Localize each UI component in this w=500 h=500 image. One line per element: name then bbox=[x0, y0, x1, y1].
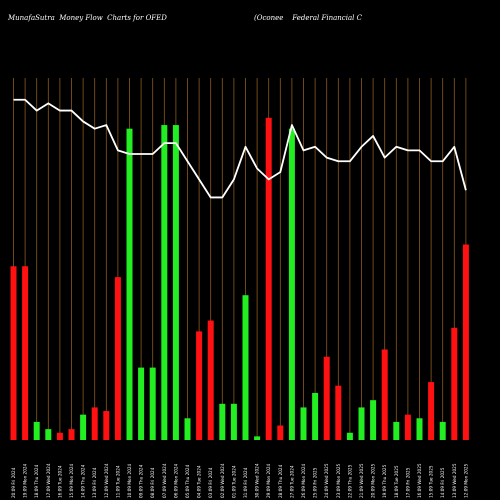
money-flow-bar bbox=[265, 117, 272, 440]
money-flow-bar bbox=[254, 436, 261, 440]
money-flow-bar bbox=[207, 320, 214, 440]
x-tick-label: 01:09 Tue 2024 bbox=[231, 465, 236, 498]
x-tick-label: 15:09 Mon 2024 bbox=[69, 463, 74, 498]
x-tick-label: 09:09 Thu 2024 bbox=[139, 464, 144, 498]
money-flow-bar bbox=[288, 128, 295, 440]
money-flow-bar bbox=[184, 418, 191, 440]
money-flow-bar bbox=[393, 421, 400, 440]
x-tick-label: 14:09 Fri 2025 bbox=[440, 467, 445, 498]
x-tick-label: 12:09 Mon 2025 bbox=[463, 463, 468, 498]
x-tick-label: 27:09 Tue 2024 bbox=[289, 465, 294, 498]
money-flow-bar bbox=[300, 407, 307, 440]
x-tick-label: 23:09 Mon 2025 bbox=[336, 463, 341, 498]
x-tick-label: 25:09 Fri 2025 bbox=[313, 467, 318, 498]
x-tick-label: 21:09 Wed 2025 bbox=[359, 463, 364, 498]
money-flow-bar bbox=[428, 382, 435, 440]
money-flow-bar bbox=[312, 392, 319, 440]
x-tick-label: 31:09 Fri 2024 bbox=[243, 467, 248, 498]
x-tick-label: 19:09 Mon 2024 bbox=[23, 463, 28, 498]
money-flow-bar bbox=[126, 128, 133, 440]
x-tick-label: 13:09 Wed 2025 bbox=[452, 463, 457, 498]
x-tick-label: 24:09 Wed 2025 bbox=[324, 463, 329, 498]
money-flow-bar bbox=[138, 367, 145, 440]
chart-subtitle: (Oconee Federal Financial C bbox=[254, 14, 362, 22]
money-flow-bar bbox=[219, 403, 226, 440]
money-flow-bar bbox=[10, 266, 17, 440]
x-tick-label: 17:09 Wed 2024 bbox=[46, 463, 51, 498]
x-tick-label: 07:09 Wed 2024 bbox=[162, 463, 167, 498]
x-tick-label: 15:09 Tue 2025 bbox=[429, 465, 434, 498]
x-tick-label: 30:09 Wed 2024 bbox=[255, 463, 260, 498]
x-tick-label: 03:09 Fri 2024 bbox=[208, 467, 213, 498]
money-flow-bar bbox=[80, 414, 87, 440]
x-tick-label: 20:09 Fri 2024 bbox=[11, 467, 16, 498]
money-flow-bar bbox=[323, 356, 330, 440]
money-flow-bar bbox=[370, 400, 377, 440]
money-flow-bar bbox=[381, 349, 388, 440]
money-flow-bar bbox=[149, 367, 156, 440]
money-flow-bar bbox=[91, 407, 98, 440]
money-flow-bar bbox=[439, 421, 446, 440]
x-tick-label: 08:09 Fri 2024 bbox=[150, 467, 155, 498]
x-tick-label: 20:09 Mon 2025 bbox=[371, 463, 376, 498]
money-flow-bar bbox=[103, 411, 110, 440]
money-flow-bar bbox=[45, 429, 52, 440]
x-tick-label: 06:09 Mon 2024 bbox=[173, 463, 178, 498]
x-tick-label: 19:09 Thu 2025 bbox=[382, 464, 387, 498]
x-tick-label: 13:09 Fri 2024 bbox=[92, 467, 97, 498]
money-flow-bar bbox=[114, 277, 121, 440]
chart-title: MunafaSutra Money Flow Charts for OFED bbox=[8, 14, 167, 22]
x-tick-label: 26:09 Mon 2024 bbox=[301, 463, 306, 498]
money-flow-bar bbox=[451, 327, 458, 440]
x-tick-label: 17:09 Fri 2025 bbox=[405, 467, 410, 498]
x-tick-label: 04:09 Tue 2024 bbox=[197, 465, 202, 498]
x-tick-label: 10:09 Mon 2024 bbox=[127, 463, 132, 498]
x-tick-label: 05:09 Thu 2024 bbox=[185, 464, 190, 498]
x-tick-label: 28:09 Thu 2024 bbox=[278, 464, 283, 498]
money-flow-bar bbox=[33, 421, 40, 440]
money-flow-bar bbox=[172, 125, 179, 440]
x-tick-label: 18:09 Thu 2024 bbox=[34, 464, 39, 498]
money-flow-line bbox=[13, 98, 467, 199]
x-tick-label: 18:09 Tue 2025 bbox=[394, 465, 399, 498]
x-tick-label: 11:09 Tue 2024 bbox=[115, 465, 120, 498]
money-flow-bar bbox=[335, 385, 342, 440]
x-tick-label: 02:09 Wed 2024 bbox=[220, 463, 225, 498]
money-flow-bar bbox=[346, 432, 353, 440]
money-flow-bar bbox=[462, 244, 469, 440]
money-flow-bar bbox=[22, 266, 29, 440]
money-flow-bar bbox=[277, 425, 284, 440]
money-flow-bar bbox=[196, 331, 203, 440]
x-tick-label: 12:09 Wed 2024 bbox=[104, 463, 109, 498]
x-tick-label: 22:09 Thu 2025 bbox=[347, 464, 352, 498]
money-flow-bar bbox=[68, 429, 75, 440]
x-tick-label: 16:09 Tue 2024 bbox=[57, 465, 62, 498]
money-flow-bar bbox=[230, 403, 237, 440]
money-flow-bar bbox=[56, 432, 63, 440]
x-tick-label: 29:09 Mon 2024 bbox=[266, 463, 271, 498]
x-tick-label: 16:09 Wed 2025 bbox=[417, 463, 422, 498]
money-flow-bar bbox=[161, 125, 168, 440]
money-flow-bar bbox=[404, 414, 411, 440]
money-flow-bar bbox=[416, 418, 423, 440]
money-flow-bar bbox=[242, 295, 249, 440]
x-tick-label: 14:09 Thu 2024 bbox=[81, 464, 86, 498]
money-flow-bar bbox=[358, 407, 365, 440]
